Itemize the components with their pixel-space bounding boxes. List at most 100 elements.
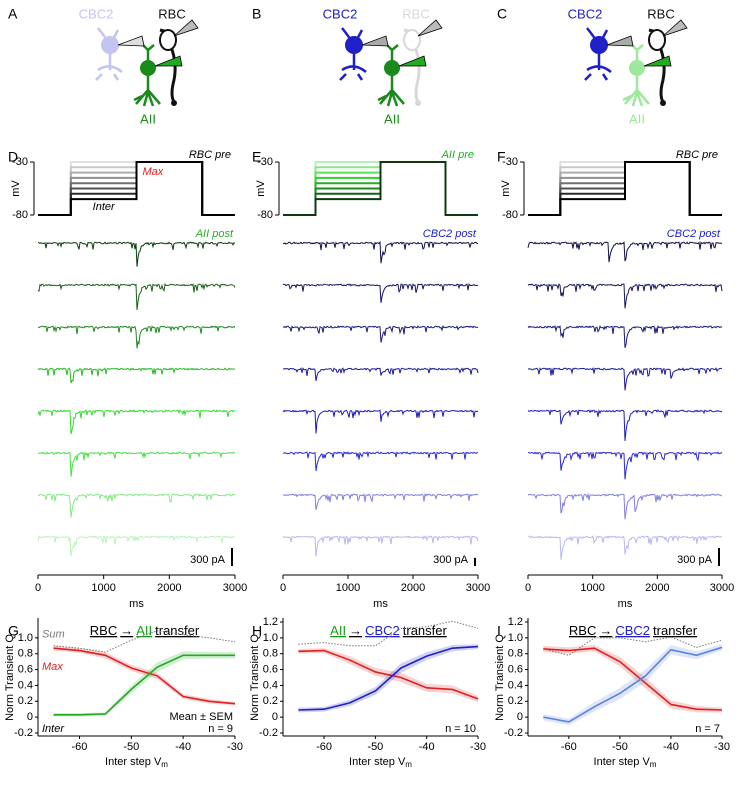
y-axis-label: Norm Transient Q: [249, 634, 261, 721]
y-tick-label: 0: [517, 711, 523, 723]
y-tick-label: 1.0: [18, 632, 33, 644]
x-tick-label: 2000: [645, 582, 669, 594]
current-trace: [37, 409, 236, 435]
y-tick-label: -30: [257, 156, 273, 168]
y-tick-label: 0.4: [508, 679, 523, 691]
current-trace: [37, 493, 236, 518]
series-line: [53, 654, 235, 716]
current-trace: [527, 324, 723, 349]
x-tick-label: -60: [72, 741, 88, 753]
cell-label: RBC: [647, 6, 674, 21]
current-trace: [527, 367, 723, 391]
y-tick-label: -0.2: [259, 727, 278, 739]
y-tick-label: 0.2: [508, 695, 523, 707]
electrode: [117, 35, 145, 47]
electrode: [173, 19, 199, 37]
cell-schematic: [339, 19, 443, 107]
protocol-step: [283, 161, 478, 216]
panel-letter: E: [252, 149, 261, 165]
x-tick-label: -50: [123, 741, 139, 753]
y-tick-label: 0.6: [508, 663, 523, 675]
y-tick-label: 1.2: [263, 616, 278, 628]
y-tick-label: 0.2: [263, 695, 278, 707]
current-trace: [282, 409, 479, 434]
current-trace: [37, 367, 236, 384]
cbc2-soma: [345, 36, 363, 54]
title-part: CBC2: [615, 623, 650, 638]
title-part: RBC: [90, 623, 117, 638]
x-tick-label: 1000: [336, 582, 360, 594]
panel-letter: F: [497, 149, 506, 165]
chart-title: RBC → CBC2 transfer: [569, 623, 698, 638]
cell-schematic: [95, 19, 199, 107]
current-trace: [282, 367, 479, 381]
x-label-main: Inter step V: [105, 756, 162, 768]
annotation: n = 10: [445, 723, 476, 735]
error-band: [543, 644, 722, 713]
aii-soma: [140, 60, 156, 76]
y-axis-label: mV: [10, 180, 22, 197]
x-tick-label: 1000: [580, 582, 604, 594]
post-label: AII post: [195, 228, 234, 240]
current-trace: [282, 283, 479, 303]
cell-label: CBC2: [79, 6, 114, 21]
title-part: transfer: [653, 623, 698, 638]
panel-letter: D: [8, 149, 18, 165]
pre-label: RBC pre: [189, 149, 231, 161]
x-tick-label: 0: [35, 582, 41, 594]
cell-label: AII: [384, 111, 400, 126]
aii-cell: [622, 43, 650, 107]
y-tick-label: 1.2: [508, 616, 523, 628]
electrode: [361, 35, 389, 47]
protocol-step: [38, 161, 235, 216]
x-tick-label: -30: [470, 741, 486, 753]
cbc2-cell: [339, 27, 367, 81]
current-trace: [37, 534, 236, 557]
x-label-sub: m: [650, 760, 657, 769]
x-axis-label: Inter step Vm: [105, 756, 168, 769]
pre-label: AII pre: [441, 149, 474, 161]
cell-label: AII: [140, 111, 156, 126]
y-tick-label: -80: [257, 209, 273, 221]
cbc2-cell: [584, 27, 612, 81]
electrode: [662, 19, 688, 37]
title-part: transfer: [155, 623, 200, 638]
x-tick-label: 0: [280, 582, 286, 594]
title-part: RBC: [569, 623, 596, 638]
series-line: [543, 646, 723, 723]
x-tick-label: -30: [714, 741, 730, 753]
y-tick-label: -80: [12, 209, 28, 221]
y-axis-label: mV: [500, 180, 512, 197]
series-line: [53, 647, 236, 705]
series-line: [298, 645, 479, 711]
x-tick-label: 2000: [157, 582, 181, 594]
series-line: [298, 620, 479, 647]
cell-label: RBC: [402, 6, 429, 21]
electrode: [417, 19, 443, 37]
current-trace: [282, 240, 479, 264]
cell-label: CBC2: [568, 6, 603, 21]
cell-label: RBC: [158, 6, 185, 21]
x-axis-label: ms: [129, 598, 144, 610]
title-part: AII: [136, 623, 152, 638]
y-tick-label: -0.2: [14, 727, 33, 739]
panel-letter: B: [252, 6, 261, 22]
y-tick-label: 0.2: [18, 695, 33, 707]
error-band: [298, 644, 478, 713]
rbc-soma: [159, 29, 177, 51]
current-trace: [527, 492, 723, 520]
panel-letter: G: [8, 623, 19, 639]
y-tick-label: 0.6: [18, 663, 33, 675]
max-label: Max: [143, 166, 164, 178]
error-band: [53, 651, 236, 717]
x-tick-label: -50: [612, 741, 628, 753]
y-tick-label: 0.4: [18, 679, 33, 691]
panel-letter: I: [497, 623, 501, 639]
y-axis-label: Norm Transient Q: [4, 634, 16, 721]
aii-cell: [377, 43, 405, 107]
cbc2-cell: [95, 27, 123, 81]
title-part: →: [349, 623, 362, 638]
series-line: [543, 636, 723, 656]
title-part: AII: [330, 623, 346, 638]
current-trace: [37, 241, 236, 267]
